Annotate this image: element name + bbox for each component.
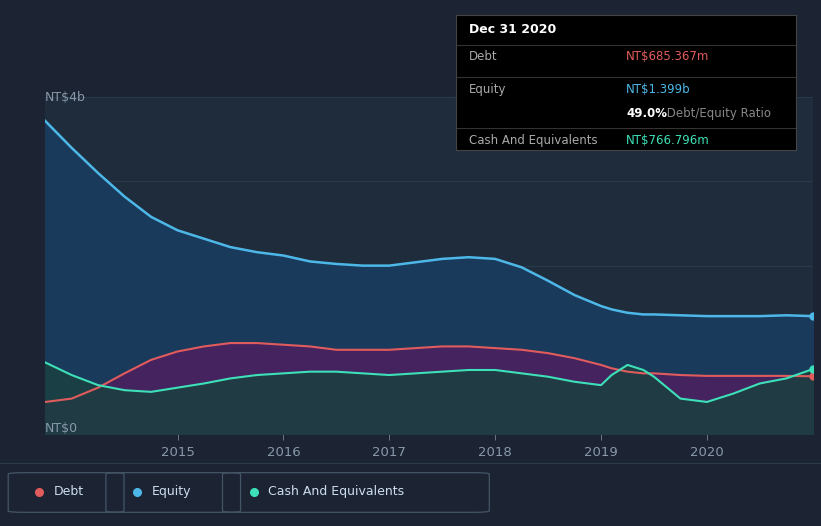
Text: NT$685.367m: NT$685.367m bbox=[626, 50, 709, 63]
Text: Dec 31 2020: Dec 31 2020 bbox=[470, 23, 557, 36]
Text: Equity: Equity bbox=[152, 485, 191, 498]
Text: NT$1.399b: NT$1.399b bbox=[626, 83, 690, 96]
Text: NT$0: NT$0 bbox=[45, 422, 78, 435]
Text: NT$766.796m: NT$766.796m bbox=[626, 134, 710, 147]
Text: Equity: Equity bbox=[470, 83, 507, 96]
Text: NT$4b: NT$4b bbox=[45, 91, 86, 104]
Text: Cash And Equivalents: Cash And Equivalents bbox=[470, 134, 598, 147]
Text: Debt: Debt bbox=[54, 485, 85, 498]
Text: Debt/Equity Ratio: Debt/Equity Ratio bbox=[663, 107, 772, 120]
Text: Cash And Equivalents: Cash And Equivalents bbox=[268, 485, 405, 498]
Text: Debt: Debt bbox=[470, 50, 498, 63]
Text: 49.0%: 49.0% bbox=[626, 107, 667, 120]
